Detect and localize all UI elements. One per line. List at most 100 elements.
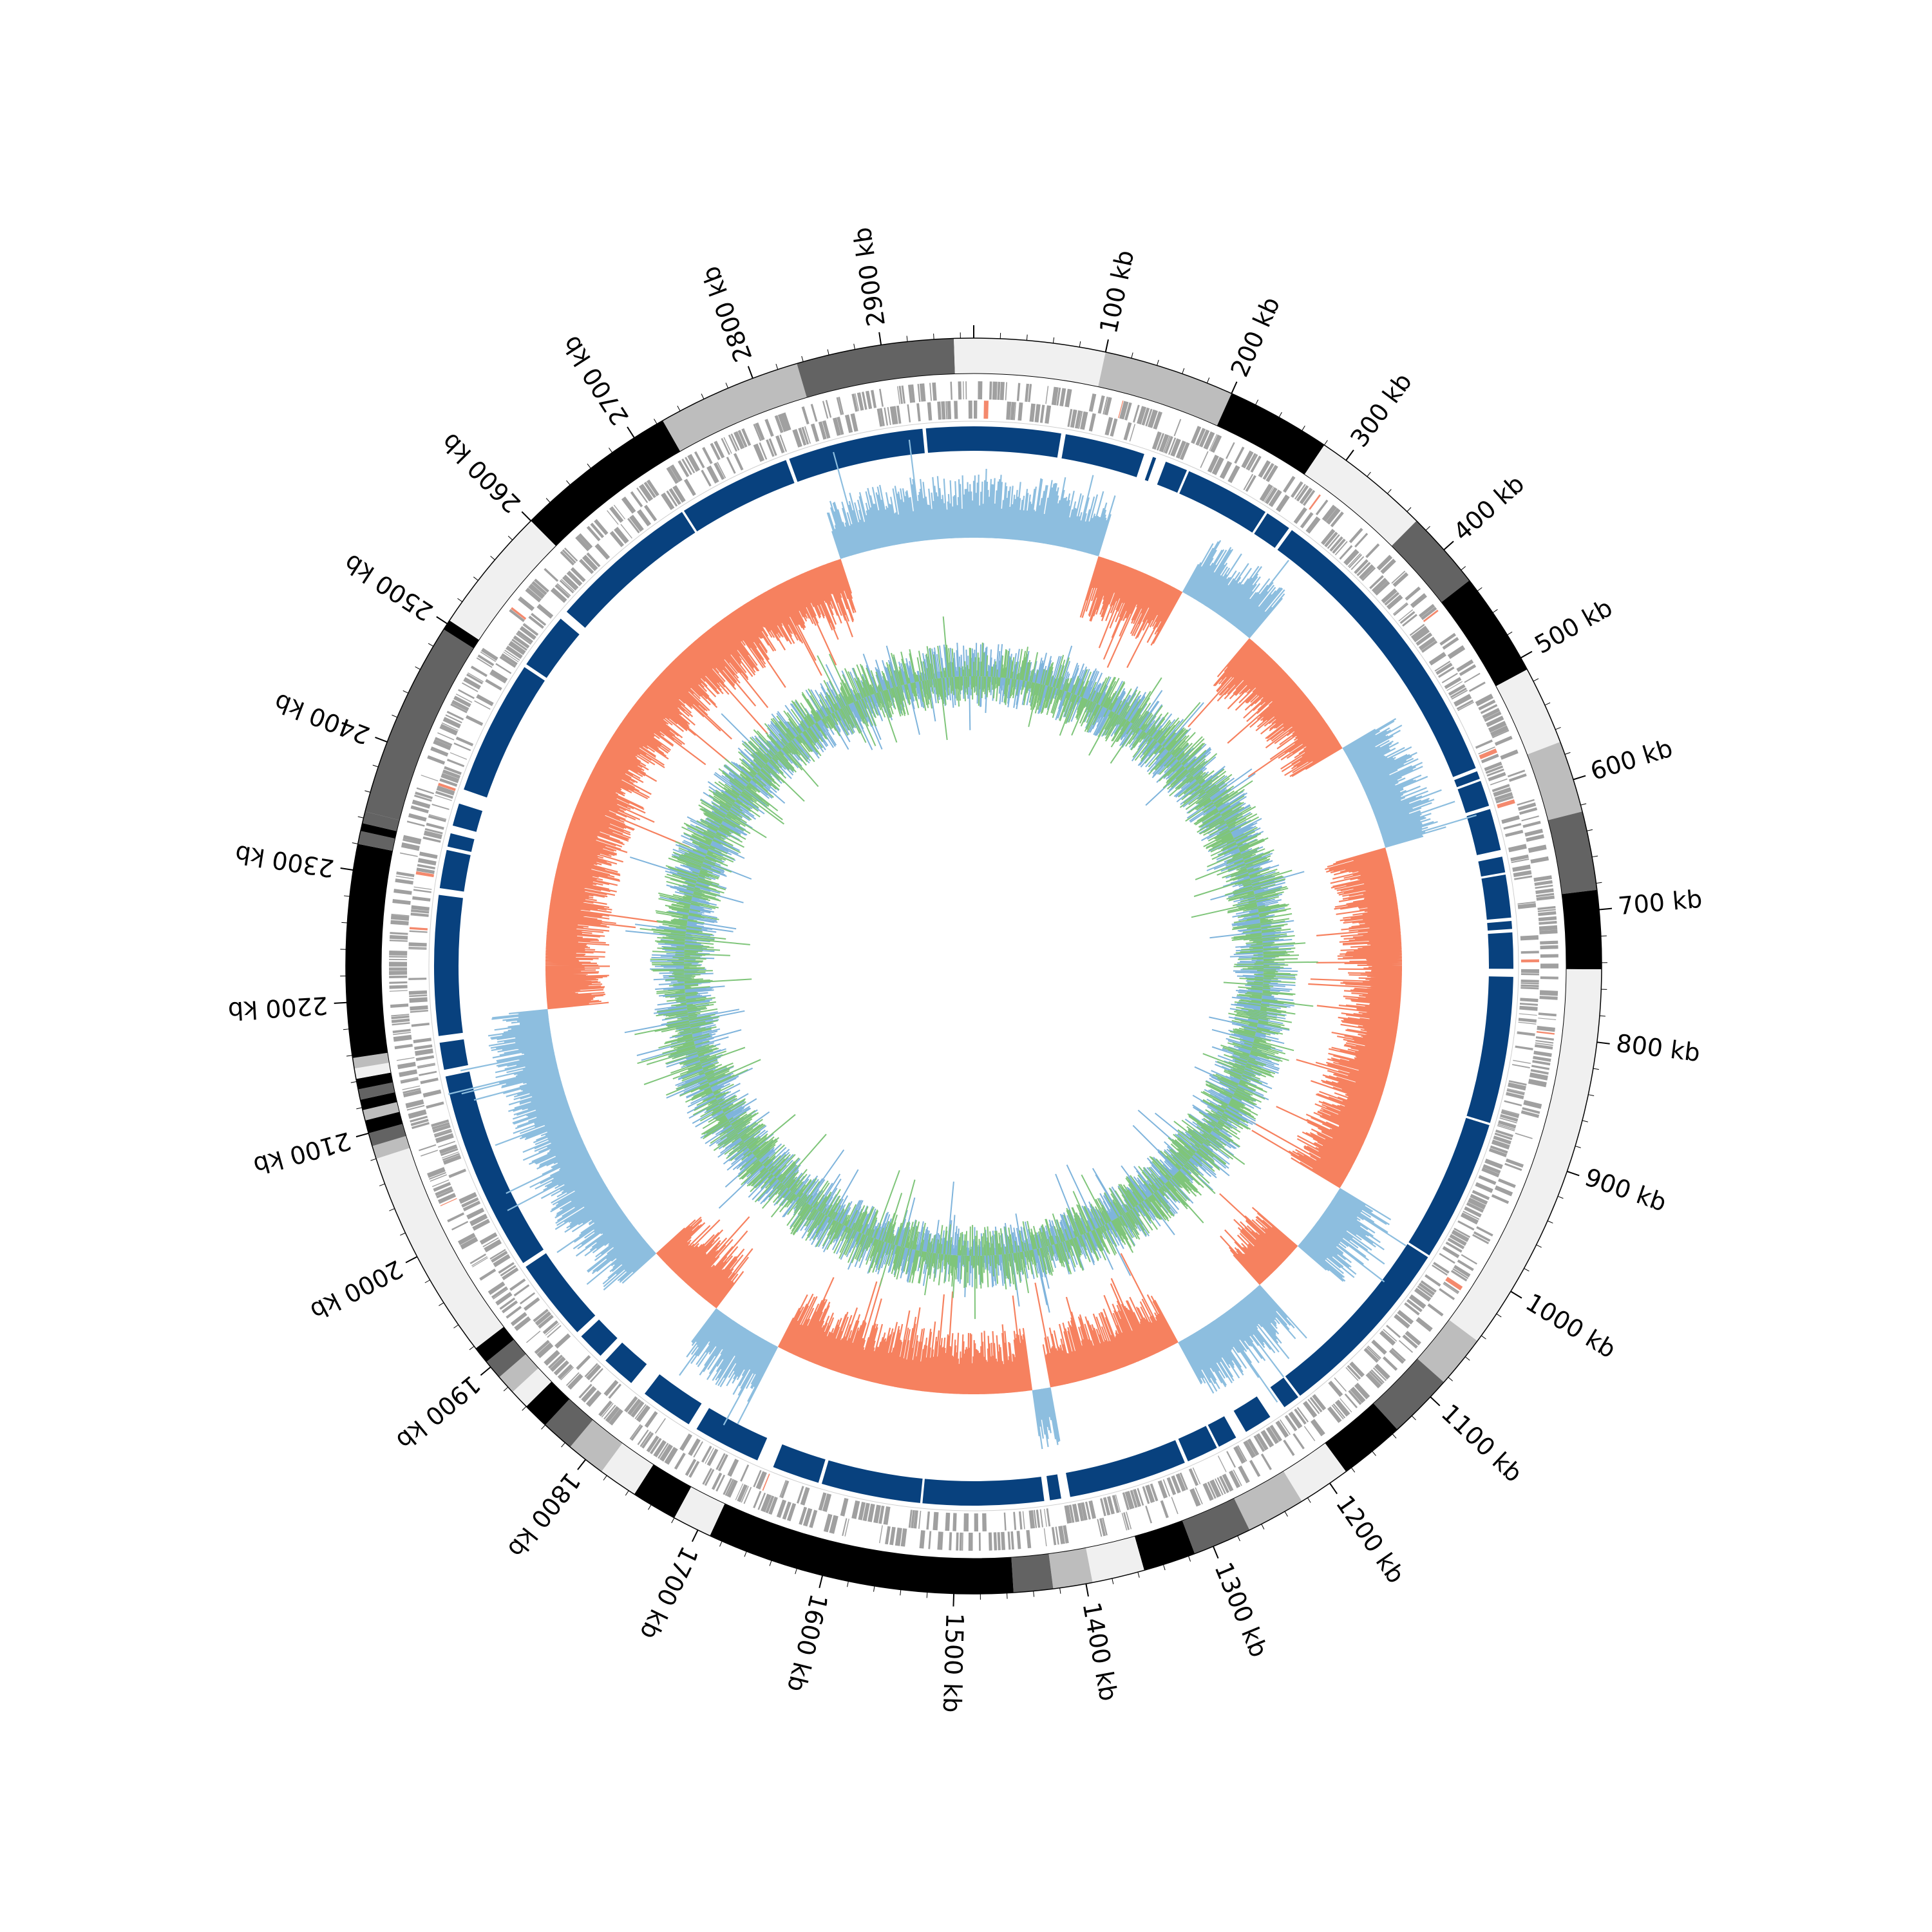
minor-tick bbox=[490, 556, 495, 560]
minor-tick bbox=[795, 1568, 797, 1575]
minor-tick bbox=[587, 463, 591, 469]
tick-label: 2800 kb bbox=[696, 262, 758, 365]
karyotype-band bbox=[376, 1148, 504, 1349]
gene-feature-ring bbox=[388, 381, 1558, 1551]
major-tick bbox=[1510, 1291, 1522, 1299]
tick-label: 2900 kb bbox=[848, 225, 891, 328]
karyotype-band bbox=[1373, 1358, 1444, 1430]
minor-tick bbox=[1496, 1313, 1502, 1318]
minor-tick bbox=[1464, 1356, 1470, 1361]
minor-tick bbox=[1372, 1451, 1376, 1456]
minor-tick bbox=[1596, 882, 1602, 884]
tick-label: 600 kb bbox=[1587, 734, 1676, 786]
major-tick bbox=[878, 332, 882, 345]
karyotype-band bbox=[449, 520, 556, 640]
minor-tick bbox=[775, 363, 779, 370]
minor-tick bbox=[392, 714, 397, 718]
major-tick bbox=[1598, 907, 1613, 911]
major-tick bbox=[1567, 1170, 1580, 1177]
major-tick bbox=[436, 616, 448, 625]
gc-content-track bbox=[624, 616, 1318, 1320]
tick-label: 2200 kb bbox=[227, 991, 328, 1025]
minor-tick bbox=[648, 1504, 652, 1510]
tick-label: 500 kb bbox=[1530, 593, 1618, 659]
tick-label: 2100 kb bbox=[251, 1126, 354, 1180]
karyotype-band bbox=[954, 338, 974, 374]
minor-tick bbox=[625, 1490, 629, 1496]
karyotype-band bbox=[372, 1135, 410, 1159]
tick-label: 800 kb bbox=[1615, 1029, 1701, 1068]
karyotype-band bbox=[352, 1052, 390, 1069]
minor-tick bbox=[1593, 1068, 1599, 1070]
minor-tick bbox=[379, 1183, 385, 1186]
minor-tick bbox=[847, 1581, 849, 1587]
minor-tick bbox=[1323, 440, 1328, 446]
karyotype-band bbox=[662, 363, 807, 451]
karyotype-band bbox=[710, 1503, 1014, 1594]
minor-tick bbox=[1079, 341, 1081, 348]
tick-label: 1400 kb bbox=[1077, 1600, 1123, 1703]
karyotype-inner-edge bbox=[381, 373, 1567, 1559]
major-tick bbox=[1213, 1546, 1219, 1559]
karyotype-band bbox=[526, 1381, 570, 1425]
minor-tick bbox=[503, 1387, 509, 1392]
minor-tick bbox=[603, 1475, 607, 1481]
minor-tick bbox=[1302, 425, 1305, 431]
karyotype-band bbox=[1548, 811, 1597, 895]
tick-label: 1200 kb bbox=[1331, 1490, 1410, 1589]
minor-tick bbox=[439, 1302, 444, 1307]
tick-label: 1500 kb bbox=[938, 1613, 969, 1713]
minor-tick bbox=[507, 535, 513, 540]
major-tick bbox=[1104, 339, 1109, 352]
karyotype-band bbox=[512, 1368, 552, 1406]
minor-tick bbox=[350, 1081, 357, 1083]
minor-tick bbox=[1052, 337, 1055, 343]
karyotype-band bbox=[545, 1399, 593, 1447]
minor-tick bbox=[744, 1551, 747, 1557]
major-tick bbox=[1573, 775, 1586, 781]
minor-tick bbox=[1592, 855, 1598, 858]
minor-tick bbox=[1162, 1564, 1166, 1571]
minor-tick bbox=[1307, 1497, 1311, 1503]
minor-tick bbox=[1406, 507, 1412, 512]
major-tick bbox=[1085, 1584, 1089, 1597]
karyotype-band bbox=[674, 1486, 725, 1536]
minor-tick bbox=[1350, 1467, 1356, 1473]
karyotype-band bbox=[475, 1327, 514, 1362]
karyotype-band bbox=[358, 1082, 395, 1100]
minor-tick bbox=[1564, 752, 1571, 755]
minor-tick bbox=[1188, 1556, 1191, 1562]
karyotype-band bbox=[1011, 1553, 1054, 1593]
minor-tick bbox=[769, 1560, 772, 1566]
minor-tick bbox=[402, 690, 409, 694]
minor-tick bbox=[1533, 678, 1539, 682]
karyotype-band bbox=[1417, 1320, 1478, 1383]
minor-tick bbox=[719, 1541, 723, 1547]
minor-tick bbox=[853, 343, 855, 350]
gc-content-green bbox=[634, 616, 1318, 1320]
minor-tick bbox=[341, 922, 348, 923]
minor-tick bbox=[1448, 1377, 1453, 1381]
major-tick bbox=[577, 1459, 587, 1470]
minor-tick bbox=[1387, 489, 1392, 494]
minor-tick bbox=[1411, 1416, 1416, 1421]
major-tick bbox=[1329, 1482, 1338, 1495]
minor-tick bbox=[1059, 1587, 1061, 1594]
minor-tick bbox=[1587, 829, 1593, 831]
minor-tick bbox=[1481, 1335, 1486, 1340]
karyotype-band bbox=[363, 1102, 400, 1121]
tick-label: 1800 kb bbox=[502, 1467, 586, 1563]
major-tick bbox=[819, 1575, 824, 1588]
karyotype-band bbox=[1527, 742, 1583, 820]
major-tick bbox=[405, 1256, 418, 1264]
gene-ring-edge bbox=[428, 421, 1519, 1511]
major-tick bbox=[1231, 381, 1238, 394]
minor-tick bbox=[1131, 352, 1133, 359]
tick-label: 100 kb bbox=[1094, 247, 1139, 336]
minor-tick bbox=[1278, 412, 1282, 418]
karyotype-band bbox=[368, 1124, 406, 1146]
karyotype-band bbox=[634, 1464, 692, 1518]
minor-tick bbox=[1237, 1535, 1240, 1542]
tick-label: 2700 kb bbox=[556, 331, 634, 430]
